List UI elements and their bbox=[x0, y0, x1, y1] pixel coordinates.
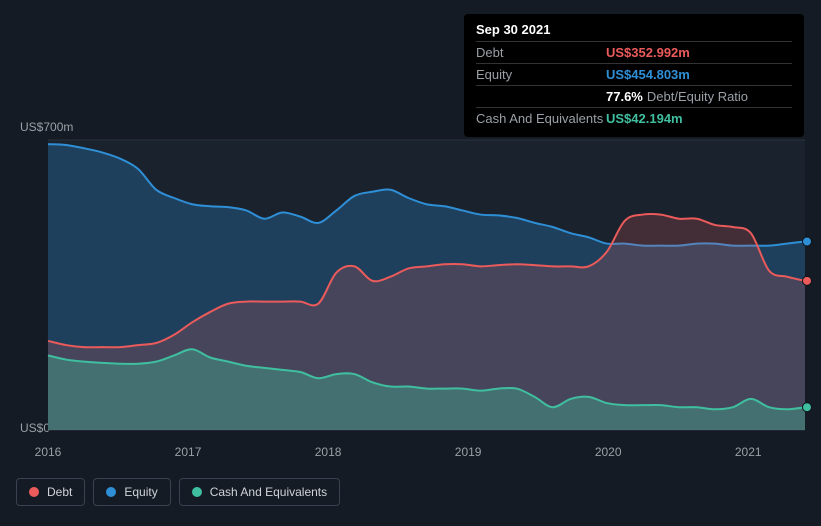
tooltip-row-label bbox=[476, 89, 606, 104]
x-axis-tick: 2017 bbox=[175, 445, 202, 459]
tooltip-row-value: US$352.992m bbox=[606, 45, 690, 60]
legend-swatch bbox=[106, 487, 116, 497]
tooltip-row-label: Cash And Equivalents bbox=[476, 111, 606, 126]
tooltip-row-value: 77.6%Debt/Equity Ratio bbox=[606, 89, 748, 104]
tooltip-row: EquityUS$454.803m bbox=[476, 63, 792, 85]
tooltip-date: Sep 30 2021 bbox=[476, 22, 792, 41]
y-axis-max-label: US$700m bbox=[20, 120, 73, 134]
area-chart-svg bbox=[48, 140, 805, 440]
x-axis-tick: 2020 bbox=[595, 445, 622, 459]
legend-item-debt[interactable]: Debt bbox=[16, 478, 85, 506]
tooltip-box: Sep 30 2021 DebtUS$352.992mEquityUS$454.… bbox=[464, 14, 804, 137]
legend-swatch bbox=[192, 487, 202, 497]
tooltip-row: 77.6%Debt/Equity Ratio bbox=[476, 85, 792, 107]
equity-end-marker bbox=[803, 237, 812, 246]
tooltip-row-label: Equity bbox=[476, 67, 606, 82]
x-axis-tick: 2019 bbox=[455, 445, 482, 459]
legend-item-equity[interactable]: Equity bbox=[93, 478, 170, 506]
x-axis: 2016 2017 2018 2019 2020 2021 bbox=[16, 445, 806, 465]
legend-label: Debt bbox=[47, 485, 72, 499]
y-axis-min-label: US$0 bbox=[20, 421, 50, 435]
chart-container: Sep 30 2021 DebtUS$352.992mEquityUS$454.… bbox=[0, 0, 821, 526]
debt-end-marker bbox=[803, 276, 812, 285]
chart-area bbox=[48, 140, 805, 440]
legend: Debt Equity Cash And Equivalents bbox=[16, 478, 340, 506]
tooltip-row-value: US$42.194m bbox=[606, 111, 683, 126]
legend-item-cash-and-equivalents[interactable]: Cash And Equivalents bbox=[179, 478, 340, 506]
legend-swatch bbox=[29, 487, 39, 497]
x-axis-tick: 2021 bbox=[735, 445, 762, 459]
cash-end-marker bbox=[803, 403, 812, 412]
x-axis-tick: 2016 bbox=[35, 445, 62, 459]
legend-label: Equity bbox=[124, 485, 157, 499]
legend-label: Cash And Equivalents bbox=[210, 485, 327, 499]
tooltip-row-value: US$454.803m bbox=[606, 67, 690, 82]
tooltip-row-label: Debt bbox=[476, 45, 606, 60]
tooltip-row: Cash And EquivalentsUS$42.194m bbox=[476, 107, 792, 129]
x-axis-tick: 2018 bbox=[315, 445, 342, 459]
tooltip-row: DebtUS$352.992m bbox=[476, 41, 792, 63]
tooltip-row-suffix: Debt/Equity Ratio bbox=[647, 89, 748, 104]
